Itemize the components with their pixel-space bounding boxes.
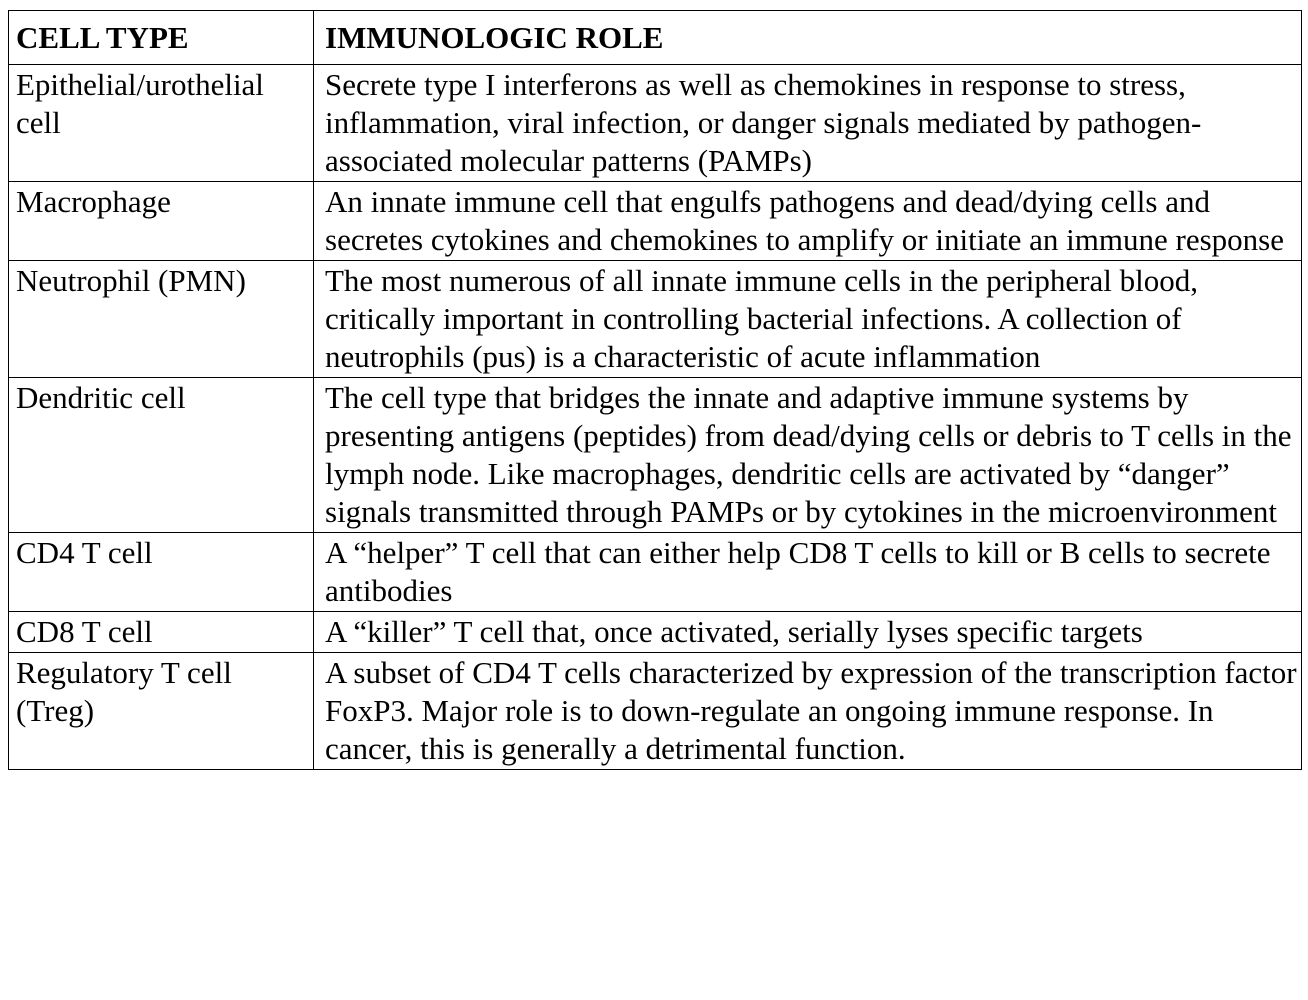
immunologic-role: The cell type that bridges the innate an… (313, 377, 1302, 533)
immune-cell-table-container: CELL TYPE IMMUNOLOGIC ROLE Epithelial/ur… (8, 10, 1302, 770)
immunologic-role: An innate immune cell that engulfs patho… (313, 181, 1302, 261)
header-immunologic-role: IMMUNOLOGIC ROLE (313, 10, 1302, 65)
immunologic-role: Secrete type I interferons as well as ch… (313, 64, 1302, 182)
immunologic-role: A subset of CD4 T cells characterized by… (313, 652, 1302, 770)
immunologic-role: A “helper” T cell that can either help C… (313, 532, 1302, 612)
cell-type: CD4 T cell (8, 532, 314, 612)
immunologic-role: A “killer” T cell that, once activated, … (313, 611, 1302, 653)
immunologic-role: The most numerous of all innate immune c… (313, 260, 1302, 378)
table-row: CD4 T cell A “helper” T cell that can ei… (8, 532, 1302, 612)
cell-type: Epithelial/urothelial cell (8, 64, 314, 182)
cell-type: Macrophage (8, 181, 314, 261)
table-header-row: CELL TYPE IMMUNOLOGIC ROLE (8, 10, 1302, 65)
table-row: Dendritic cell The cell type that bridge… (8, 377, 1302, 533)
cell-type: Neutrophil (PMN) (8, 260, 314, 378)
immune-cell-table: CELL TYPE IMMUNOLOGIC ROLE Epithelial/ur… (8, 10, 1302, 770)
table-row: Epithelial/urothelial cell Secrete type … (8, 64, 1302, 182)
table-row: Macrophage An innate immune cell that en… (8, 181, 1302, 261)
header-cell-type: CELL TYPE (8, 10, 314, 65)
table-row: CD8 T cell A “killer” T cell that, once … (8, 611, 1302, 653)
table-row: Regulatory T cell (Treg) A subset of CD4… (8, 652, 1302, 770)
cell-type: CD8 T cell (8, 611, 314, 653)
cell-type: Regulatory T cell (Treg) (8, 652, 314, 770)
table-row: Neutrophil (PMN) The most numerous of al… (8, 260, 1302, 378)
cell-type: Dendritic cell (8, 377, 314, 533)
